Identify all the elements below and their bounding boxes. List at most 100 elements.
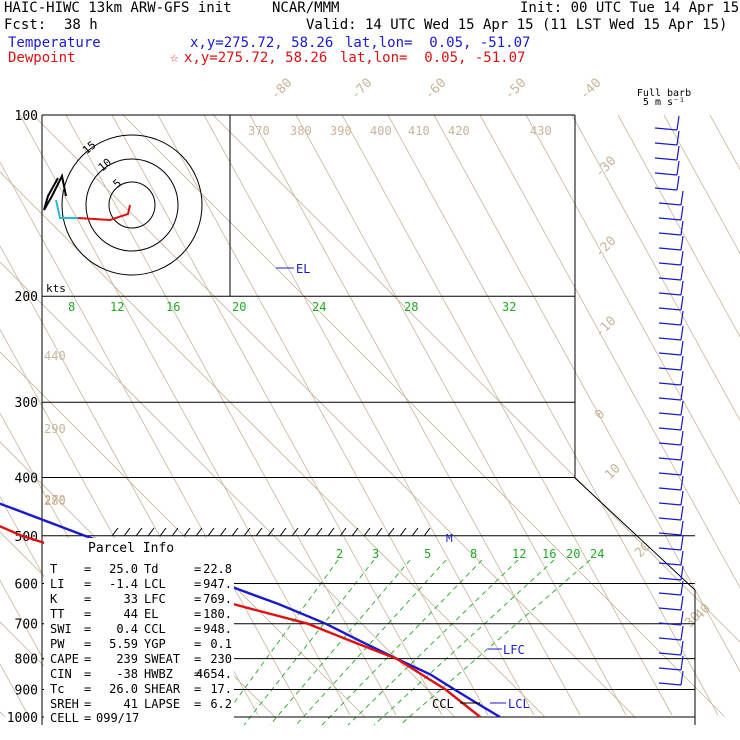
parcel-row-value-2: 22.8 (203, 562, 232, 576)
dry-adiabat (341, 114, 673, 716)
ccl-label: CCL (432, 697, 454, 711)
freezing-level-hatch (255, 527, 263, 537)
temperature-legend: Temperature (8, 35, 101, 51)
parcel-row-label: PW (50, 637, 65, 651)
dry-adiabat (65, 114, 397, 716)
wind-barb-shaft (654, 187, 678, 191)
freezing-level-hatch (279, 527, 287, 537)
wind-barb-flag (676, 130, 680, 146)
freezing-level-hatch (171, 527, 179, 537)
isotherm-line (0, 351, 366, 718)
wind-barb-flag (680, 220, 684, 236)
wind-barb-shaft (658, 397, 682, 401)
mixing-ratio-tick-label: 20 (566, 547, 580, 561)
wind-barb-flag (680, 640, 684, 656)
theta-tick-label: 290 (44, 422, 66, 436)
wind-barb-shaft (658, 217, 682, 221)
init-time: Init: 00 UTC Tue 14 Apr 15 (520, 0, 740, 16)
wind-barb-flag (680, 295, 684, 311)
mixing-ratio-line (217, 559, 339, 726)
theta-tick-label: 420 (448, 124, 470, 138)
parcel-info-title: Parcel Info (88, 541, 174, 556)
wind-barb-flag (676, 115, 680, 131)
dry-adiabat (111, 114, 443, 716)
parcel-row-value-2: 17. (210, 682, 232, 696)
wind-barb-flag (680, 340, 684, 356)
wind-barb-shaft (658, 577, 682, 581)
wind-barb-flag (680, 520, 684, 536)
parcel-row-value: 41 (124, 697, 138, 711)
freezing-level-hatch (135, 527, 143, 537)
parcel-row-label: SWI (50, 622, 72, 636)
pressure-tick-label: 200 (15, 290, 38, 305)
pressure-tick-label: 300 (15, 396, 38, 411)
wind-barb-flag (680, 205, 684, 221)
mixing-ratio-tick-label: 12 (110, 300, 124, 314)
wind-barb-flag (680, 490, 684, 506)
isotherm-tick-label: 10 (602, 461, 624, 483)
theta-tick-label: 390 (330, 124, 352, 138)
parcel-row-eq-2: = (194, 577, 201, 591)
wind-barb-flag (680, 475, 684, 491)
lcl-label: LCL (508, 697, 530, 711)
wind-barb-flag (680, 250, 684, 266)
fcst-value: 38 h (64, 17, 98, 33)
parcel-row-label-2: LAPSE (144, 697, 180, 711)
star-icon: ☆ (170, 50, 179, 66)
dry-adiabat (479, 114, 740, 589)
parcel-row-value-2: 180. (203, 607, 232, 621)
isotherm-line (32, 114, 636, 718)
dry-adiabat (19, 114, 351, 716)
wind-barb-shaft (658, 262, 682, 266)
wind-barb-flag (680, 385, 684, 401)
pressure-tick-label: 900 (15, 683, 38, 698)
parcel-row-value: 239 (116, 652, 138, 666)
freezing-level-hatch (411, 527, 419, 537)
wind-barb-shaft (658, 367, 682, 371)
full-barb-units: 5 m s⁻¹ (643, 97, 685, 108)
parcel-row-label: TT (50, 607, 64, 621)
parcel-row-eq-2: = (194, 682, 201, 696)
mixing-ratio-line (399, 559, 591, 726)
parcel-row-value: 33 (124, 592, 138, 606)
parcel-row-label-2: SWEAT (144, 652, 180, 666)
wind-barb-shaft (658, 457, 682, 461)
wind-barb-shaft (658, 637, 682, 641)
valid-time: Valid: 14 UTC Wed 15 Apr 15 (11 LST Wed … (306, 17, 728, 33)
wind-barb-shaft (658, 337, 682, 341)
parcel-row-eq-2: = (194, 652, 201, 666)
freezing-level-hatch (339, 527, 347, 537)
wind-barb-flag (680, 265, 684, 281)
parcel-row-value-2: 6.2 (210, 697, 232, 711)
hodograph-ring (85, 158, 179, 252)
wind-barb-flag (680, 430, 684, 446)
wind-barb-flag (680, 565, 684, 581)
isotherm-line (212, 114, 740, 643)
isotherm-tick-label: -10 (592, 314, 619, 341)
wind-barb-flag (680, 610, 684, 626)
wind-barb-shaft (658, 382, 682, 386)
theta-tick-label: 280 (44, 494, 66, 508)
cell-eq: = (84, 711, 91, 725)
wind-barb-shaft (658, 292, 682, 296)
freezing-level-hatch (159, 527, 167, 537)
parcel-row-eq: = (84, 622, 91, 636)
dewpoint-latlon: lat,lon= 0.05, -51.07 (340, 50, 526, 66)
dewpoint-legend: Dewpoint (8, 50, 76, 66)
wind-barb-flag (676, 145, 680, 161)
pressure-tick-label: 600 (15, 577, 38, 592)
hodograph-ring (108, 181, 156, 229)
freezing-level-hatch (399, 527, 407, 537)
wind-barb-flag (680, 505, 684, 521)
dewpoint-xy: x,y=275.72, 58.26 (184, 50, 328, 66)
parcel-row-value: -1.4 (109, 577, 138, 591)
dry-adiabat (433, 114, 740, 673)
mixing-ratio-line (269, 559, 411, 726)
parcel-info-panel (44, 538, 234, 728)
wind-barb-flag (676, 175, 680, 191)
parcel-row-label-2: Td (144, 562, 158, 576)
theta-tick-label: 370 (248, 124, 270, 138)
parcel-row-eq: = (84, 697, 91, 711)
parcel-row-value: -38 (116, 667, 138, 681)
